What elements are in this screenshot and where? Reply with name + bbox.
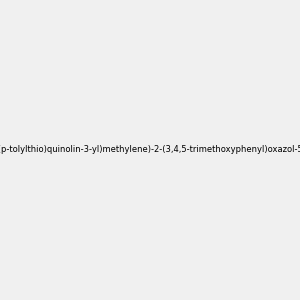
Text: (E)-4-((2-(p-tolylthio)quinolin-3-yl)methylene)-2-(3,4,5-trimethoxyphenyl)oxazol: (E)-4-((2-(p-tolylthio)quinolin-3-yl)met… [0,146,300,154]
